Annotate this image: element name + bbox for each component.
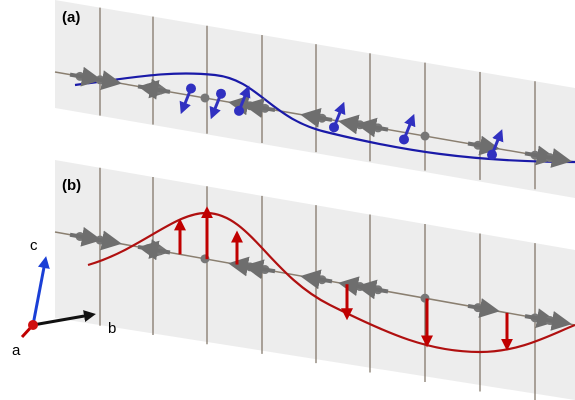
planes — [55, 0, 575, 400]
plane-a — [55, 0, 575, 198]
atom — [329, 122, 339, 132]
spin-diagram: (a) (b) c b a — [0, 0, 575, 400]
atom — [216, 89, 226, 99]
panel-label: (a) — [62, 9, 80, 26]
atom — [201, 93, 210, 102]
atom — [421, 132, 430, 141]
axis-label: b — [108, 320, 116, 337]
atom — [487, 150, 497, 160]
atom — [186, 84, 196, 94]
atom — [399, 134, 409, 144]
axis-label: c — [30, 237, 38, 254]
axis-c — [33, 262, 45, 325]
atom — [234, 106, 244, 116]
panel-label: (b) — [62, 177, 81, 194]
axis-label: a — [12, 342, 21, 359]
origin — [28, 320, 38, 330]
